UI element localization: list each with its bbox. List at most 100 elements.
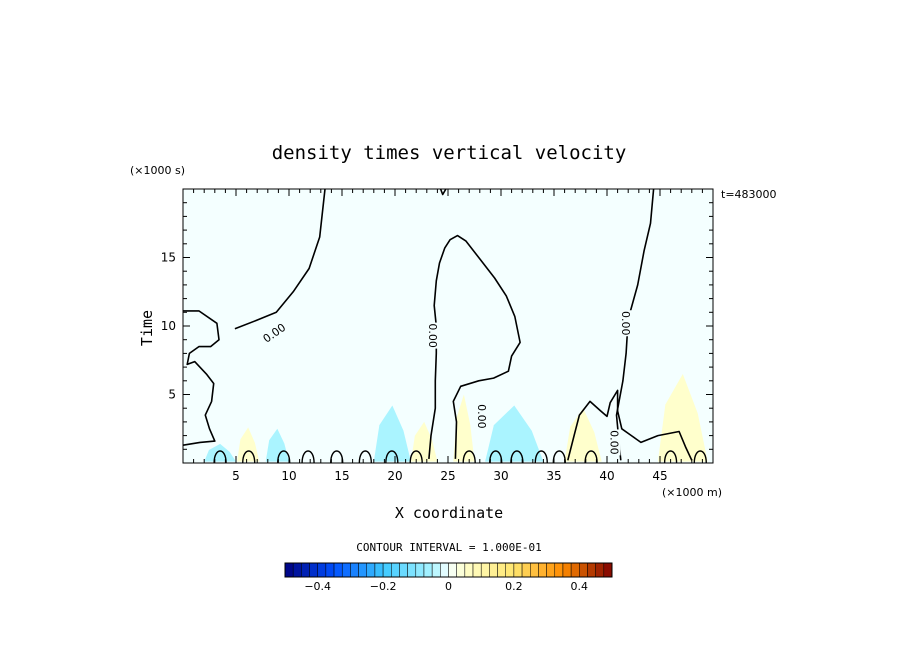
plot-background <box>183 189 713 463</box>
colorbar-cell <box>431 562 441 578</box>
colorbar-tick-label: 0.4 <box>571 580 589 593</box>
colorbar-cell <box>595 562 605 578</box>
contour-label-bg <box>608 429 621 456</box>
contour-cell <box>534 450 548 464</box>
x-axis-label: X coordinate <box>395 504 503 522</box>
colorbar-cell <box>587 562 596 578</box>
colorbar-tick-label: −0.4 <box>304 580 331 593</box>
colorbar-cell <box>391 562 400 578</box>
field-patch-negative <box>373 405 411 462</box>
x-tick-label: 20 <box>387 469 402 483</box>
contour-left-upper-contour <box>234 188 326 330</box>
y-unit-label: (×1000 s) <box>130 164 185 177</box>
colorbar-cell <box>464 562 474 578</box>
contour-label-bg <box>620 310 633 337</box>
contour-labels: 0.00 0.000.000.000.00 <box>260 310 633 456</box>
x-unit-label: (×1000 m) <box>662 486 722 499</box>
colorbar-cell <box>497 562 506 578</box>
y-axis-label: Time <box>138 310 156 346</box>
colorbar-frame <box>284 562 613 578</box>
colorbar-cell <box>423 562 433 578</box>
colorbar-cell <box>570 562 580 578</box>
colorbar-cell <box>325 562 335 578</box>
contour-label: 0.00 <box>475 404 488 429</box>
colorbar-tick-labels: −0.4 −0.2 0 0.2 0.4 <box>304 580 588 593</box>
y-tick-label: 15 <box>161 251 176 265</box>
field-patch-positive <box>453 394 475 462</box>
colorbar-cell <box>301 562 310 578</box>
x-tick-label: 15 <box>334 469 349 483</box>
contour-label-bg <box>260 320 289 346</box>
colorbar-cell <box>489 562 498 578</box>
contour-cell <box>242 450 256 464</box>
field-patch-positive <box>564 408 602 462</box>
colorbar-cell <box>530 562 539 578</box>
x-tick-label: 10 <box>281 469 296 483</box>
plot-area: 0.00 0.000.000.000.00 5 10 15 20 25 30 35 40 4551… <box>161 188 714 483</box>
colorbar <box>284 562 613 578</box>
colorbar-cell <box>579 562 588 578</box>
contour-left-region <box>182 310 220 446</box>
colorbar-cell <box>309 562 318 578</box>
contour-label-bg <box>427 322 440 349</box>
contour-lines <box>182 188 707 464</box>
colorbar-cell <box>546 562 556 578</box>
colorbar-cell <box>505 562 515 578</box>
colorbar-cell <box>554 562 564 578</box>
field-patch-negative <box>485 405 544 462</box>
field-patch-positive <box>657 373 708 462</box>
field-patch-negative <box>265 428 289 462</box>
contour-cell <box>301 450 315 464</box>
colorbar-cell <box>603 562 613 578</box>
colorbar-tick-label: 0 <box>445 580 452 593</box>
contour-top-dip <box>439 188 447 196</box>
contour-label: 0.00 <box>619 311 632 336</box>
field-patch-negative <box>204 443 236 462</box>
colorbar-cell <box>333 562 343 578</box>
contour-cell <box>385 450 399 464</box>
colorbar-cell <box>448 562 457 578</box>
colorbar-cell <box>350 562 359 578</box>
x-tick-label: 40 <box>599 469 614 483</box>
colorbar-cell <box>341 562 351 578</box>
y-tick-label: 5 <box>168 388 176 402</box>
contour-right-hump <box>567 389 693 461</box>
axis-ticks: 5 10 15 20 25 30 35 40 45 5 10 15 <box>161 189 713 483</box>
colorbar-cell <box>521 562 531 578</box>
contour-label: 0.00 <box>607 430 620 455</box>
colorbar-cell <box>399 562 408 578</box>
colorbar-cell <box>456 562 466 578</box>
contour-cell <box>663 450 678 464</box>
x-tick-label: 35 <box>546 469 561 483</box>
colorbar-cell <box>480 562 490 578</box>
colorbar-cell <box>513 562 523 578</box>
colorbar-tick-label: 0.2 <box>505 580 523 593</box>
colorbar-cell <box>562 562 572 578</box>
contour-cell <box>462 450 476 464</box>
colorbar-cell <box>382 562 392 578</box>
y-tick-label: 10 <box>161 319 176 333</box>
contour-cell <box>409 450 423 464</box>
x-tick-label: 45 <box>652 469 667 483</box>
x-tick-label: 5 <box>232 469 240 483</box>
colorbar-tick-label: −0.2 <box>370 580 397 593</box>
field-patch-positive <box>237 427 260 462</box>
contour-central-dome <box>428 234 521 459</box>
colorbar-cell <box>440 562 449 578</box>
colorbar-cell <box>284 562 294 578</box>
colorbar-cell <box>366 562 376 578</box>
colorbar-cell <box>415 562 425 578</box>
time-stamp: t=483000 <box>721 188 777 201</box>
colorbar-cell <box>538 562 547 578</box>
x-tick-label: 30 <box>493 469 508 483</box>
colorbar-cell <box>358 562 368 578</box>
colorbar-cell <box>317 562 327 578</box>
chart-title: density times vertical velocity <box>272 142 627 164</box>
contour-cell <box>693 450 707 464</box>
x-tick-label: 25 <box>440 469 455 483</box>
contour-cell <box>358 450 373 464</box>
colorbar-cell <box>407 562 417 578</box>
contour-label: 0.00 <box>426 323 439 348</box>
colorbar-cell <box>292 562 302 578</box>
